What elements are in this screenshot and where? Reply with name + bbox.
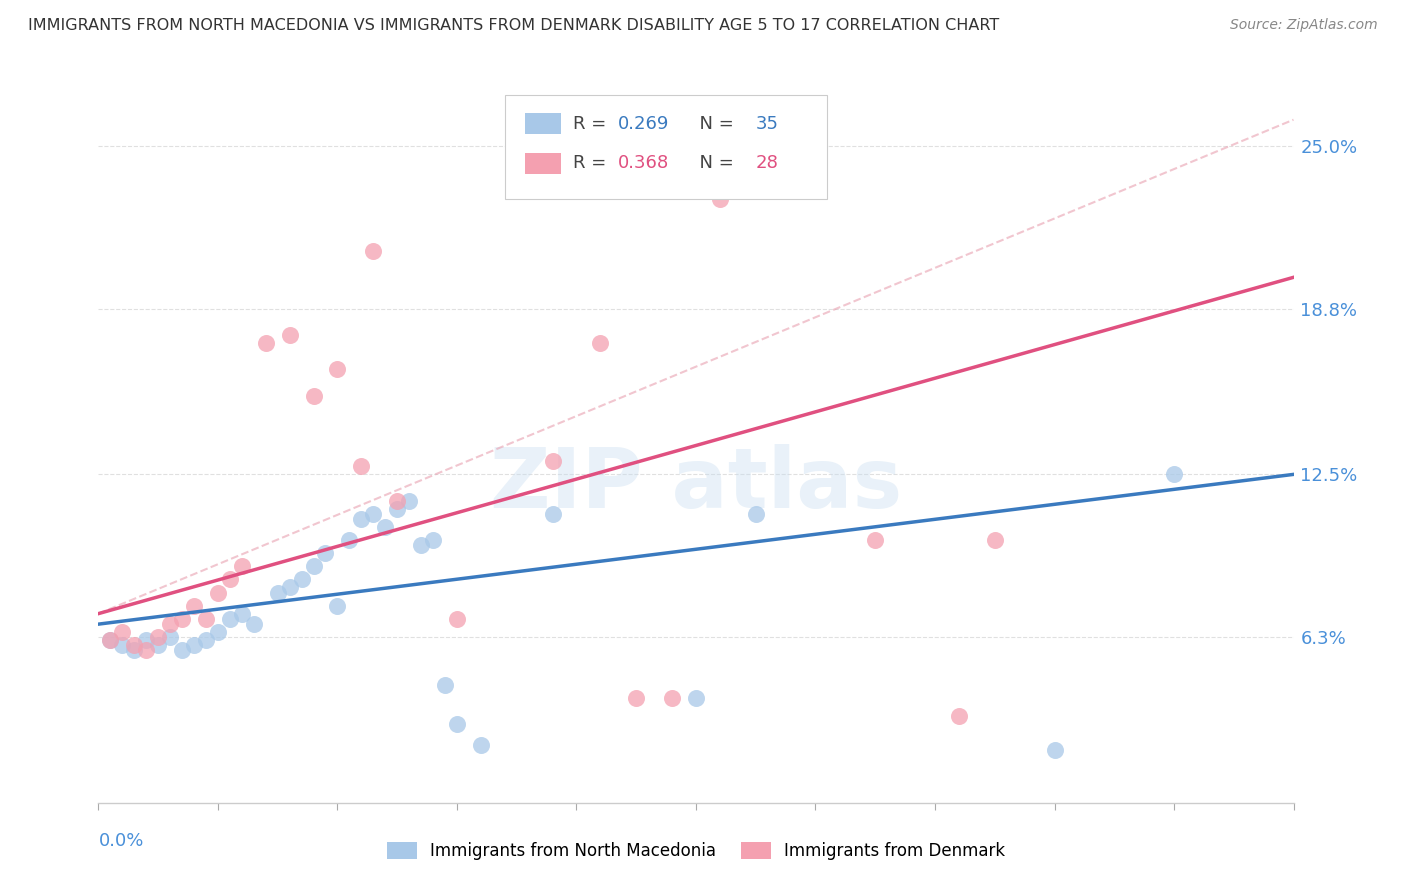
Point [254,336,277,351]
Point [685,690,707,705]
Bar [524,153,561,174]
Point [1043,743,1066,757]
Point [302,559,325,574]
Point [363,244,385,258]
Point [446,612,468,626]
Point [326,599,349,613]
Legend: Immigrants from North Macedonia, Immigrants from Denmark: Immigrants from North Macedonia, Immigra… [380,835,1012,867]
Point [745,507,768,521]
Text: Source: ZipAtlas.com: Source: ZipAtlas.com [1230,18,1378,32]
Point [98,632,122,647]
Point [626,690,648,705]
Point [148,630,170,644]
Point [159,617,181,632]
Point [135,643,157,657]
Text: 0.368: 0.368 [619,154,669,172]
Point [219,612,242,626]
Point [411,538,433,552]
Text: IMMIGRANTS FROM NORTH MACEDONIA VS IMMIGRANTS FROM DENMARK DISABILITY AGE 5 TO 1: IMMIGRANTS FROM NORTH MACEDONIA VS IMMIG… [28,18,1000,33]
Point [326,362,349,376]
Point [302,388,325,402]
Point [267,585,290,599]
Text: 28: 28 [756,154,779,172]
Point [135,632,157,647]
Text: N =: N = [688,115,740,133]
Point [219,573,242,587]
Point [398,493,420,508]
Text: 0.0%: 0.0% [98,831,143,850]
Y-axis label: Disability Age 5 to 17: Disability Age 5 to 17 [0,352,8,531]
Point [350,459,373,474]
Point [111,638,134,652]
Point [148,638,170,652]
Point [865,533,887,547]
Point [385,501,409,516]
Point [339,533,361,547]
Text: N =: N = [688,154,740,172]
Point [172,612,194,626]
Point [183,599,205,613]
Point [195,612,218,626]
Point [984,533,1007,547]
Point [207,625,229,640]
Text: 35: 35 [756,115,779,133]
Point [98,632,122,647]
Point [111,625,134,640]
Point [243,617,266,632]
Point [470,738,492,752]
Text: ZIP atlas: ZIP atlas [489,444,903,525]
Point [385,493,409,508]
Point [315,546,337,560]
Point [159,630,181,644]
Point [661,690,683,705]
Point [446,717,468,731]
Point [948,709,970,723]
Text: R =: R = [572,115,612,133]
Text: 0.269: 0.269 [619,115,669,133]
FancyBboxPatch shape [505,95,827,200]
Point [589,336,612,351]
Point [374,520,396,534]
Point [124,638,146,652]
Point [1163,467,1185,482]
Point [541,507,564,521]
Point [291,573,314,587]
Point [183,638,205,652]
Point [207,585,229,599]
Point [231,607,253,621]
Point [172,643,194,657]
Point [422,533,444,547]
Point [350,512,373,526]
Point [434,677,457,691]
Point [278,580,301,594]
Point [124,643,146,657]
Point [541,454,564,468]
Point [195,632,218,647]
Text: R =: R = [572,154,612,172]
Point [231,559,253,574]
Point [278,328,301,343]
Point [363,507,385,521]
Bar [524,112,561,135]
Point [709,192,731,206]
